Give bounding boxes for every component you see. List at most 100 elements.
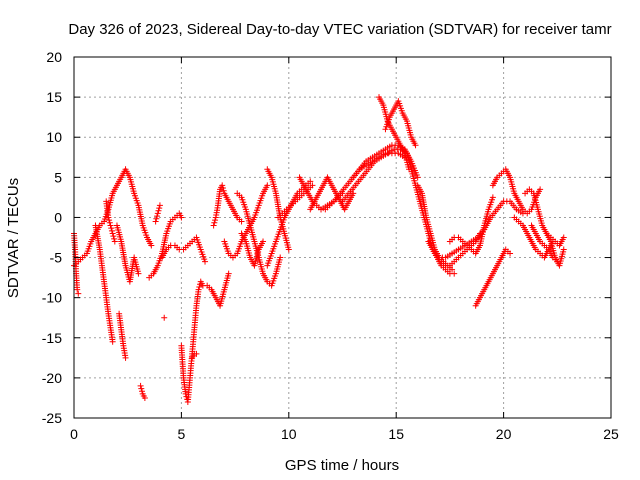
data-point — [109, 338, 116, 345]
data-point — [135, 270, 142, 277]
series-arc33 — [446, 194, 496, 257]
data-point — [182, 390, 189, 397]
x-tick-label: 20 — [496, 426, 512, 442]
y-axis-label: SDTVAR / TECUs — [5, 178, 22, 298]
series-arc12 — [178, 278, 206, 405]
series-arc25 — [339, 146, 410, 205]
data-point — [74, 286, 81, 293]
data-point — [178, 214, 185, 221]
data-point — [106, 219, 113, 226]
series-arc11 — [161, 314, 168, 321]
data-point — [111, 238, 118, 245]
data-point — [138, 385, 145, 392]
data-point — [451, 270, 458, 277]
y-tick-label: 15 — [46, 89, 62, 105]
series-arc2 — [71, 230, 82, 297]
series-arc16 — [221, 182, 271, 261]
y-tick-label: -5 — [50, 250, 63, 266]
data-point — [105, 214, 112, 221]
series-arc14 — [204, 270, 232, 309]
data-point — [141, 394, 148, 401]
data-point — [156, 205, 163, 212]
data-point — [196, 283, 203, 290]
series-arc18 — [238, 230, 267, 269]
data-point — [108, 227, 115, 234]
x-axis-label: GPS time / hours — [285, 457, 399, 474]
data-point — [153, 215, 160, 222]
data-point — [122, 354, 129, 361]
series-arc39 — [528, 222, 561, 265]
data-point — [110, 233, 117, 240]
y-tick-label: -20 — [42, 370, 62, 386]
data-point — [111, 235, 118, 242]
series-arc37 — [522, 186, 567, 269]
series-arc6 — [113, 222, 142, 285]
data-point — [212, 217, 219, 224]
y-tick-label: -15 — [42, 330, 62, 346]
data-point — [225, 270, 232, 277]
data-point — [152, 218, 159, 225]
data-point — [414, 174, 421, 181]
data-point — [107, 222, 114, 229]
x-tick-label: 10 — [281, 426, 297, 442]
data-point — [161, 314, 168, 321]
data-point — [108, 225, 115, 232]
series-arc15 — [210, 182, 245, 229]
series-arc26 — [350, 142, 421, 181]
series-arc3 — [92, 222, 116, 345]
series-arc5 — [116, 310, 129, 361]
data-point — [449, 266, 456, 273]
data-point — [277, 254, 284, 261]
data-point — [148, 242, 155, 249]
series-arc10 — [159, 234, 209, 265]
x-tick-label: 0 — [70, 426, 78, 442]
data-point — [554, 258, 561, 265]
data-point — [285, 246, 292, 253]
chart-title: Day 326 of 2023, Sidereal Day-to-day VTE… — [68, 21, 611, 38]
data-point — [195, 286, 202, 293]
data-point — [307, 178, 314, 185]
data-point — [412, 142, 419, 149]
data-point — [154, 210, 161, 217]
series-arc30 — [414, 182, 456, 273]
y-tick-label: 5 — [54, 169, 62, 185]
data-point — [202, 258, 209, 265]
y-tick-label: 20 — [46, 49, 62, 65]
data-point — [264, 182, 271, 189]
data-point — [220, 187, 227, 194]
series-arc34 — [472, 246, 514, 309]
grid-layer — [74, 57, 611, 418]
y-tick-label: 10 — [46, 129, 62, 145]
data-point — [156, 202, 163, 209]
data-point — [139, 388, 146, 395]
y-tick-label: -10 — [42, 290, 62, 306]
series-arc9 — [152, 202, 163, 225]
data-points — [71, 94, 567, 405]
data-point — [106, 217, 113, 224]
data-point — [489, 194, 496, 201]
series-arc7 — [137, 382, 148, 401]
data-point — [137, 382, 144, 389]
data-point — [309, 182, 316, 189]
data-point — [507, 250, 514, 257]
series-arc13 — [189, 350, 200, 361]
data-point — [109, 230, 116, 237]
data-point — [193, 350, 200, 357]
x-tick-label: 5 — [178, 426, 186, 442]
y-tick-label: 0 — [54, 209, 62, 225]
data-point — [155, 207, 162, 214]
series-arc1 — [71, 166, 155, 269]
series-arc21 — [275, 182, 316, 221]
data-point — [238, 218, 245, 225]
ticks-layer: 0 5 10 15 20 25 -25 -20 -15 -10 -5 0 5 10 15 20 — [42, 49, 619, 442]
data-point — [154, 213, 161, 220]
data-point — [537, 186, 544, 193]
data-point — [219, 185, 226, 192]
series-arc4 — [103, 198, 118, 245]
data-point — [219, 182, 226, 189]
data-point — [210, 222, 217, 229]
plot-frame — [73, 56, 612, 419]
data-point — [560, 246, 567, 253]
data-point — [211, 219, 218, 226]
